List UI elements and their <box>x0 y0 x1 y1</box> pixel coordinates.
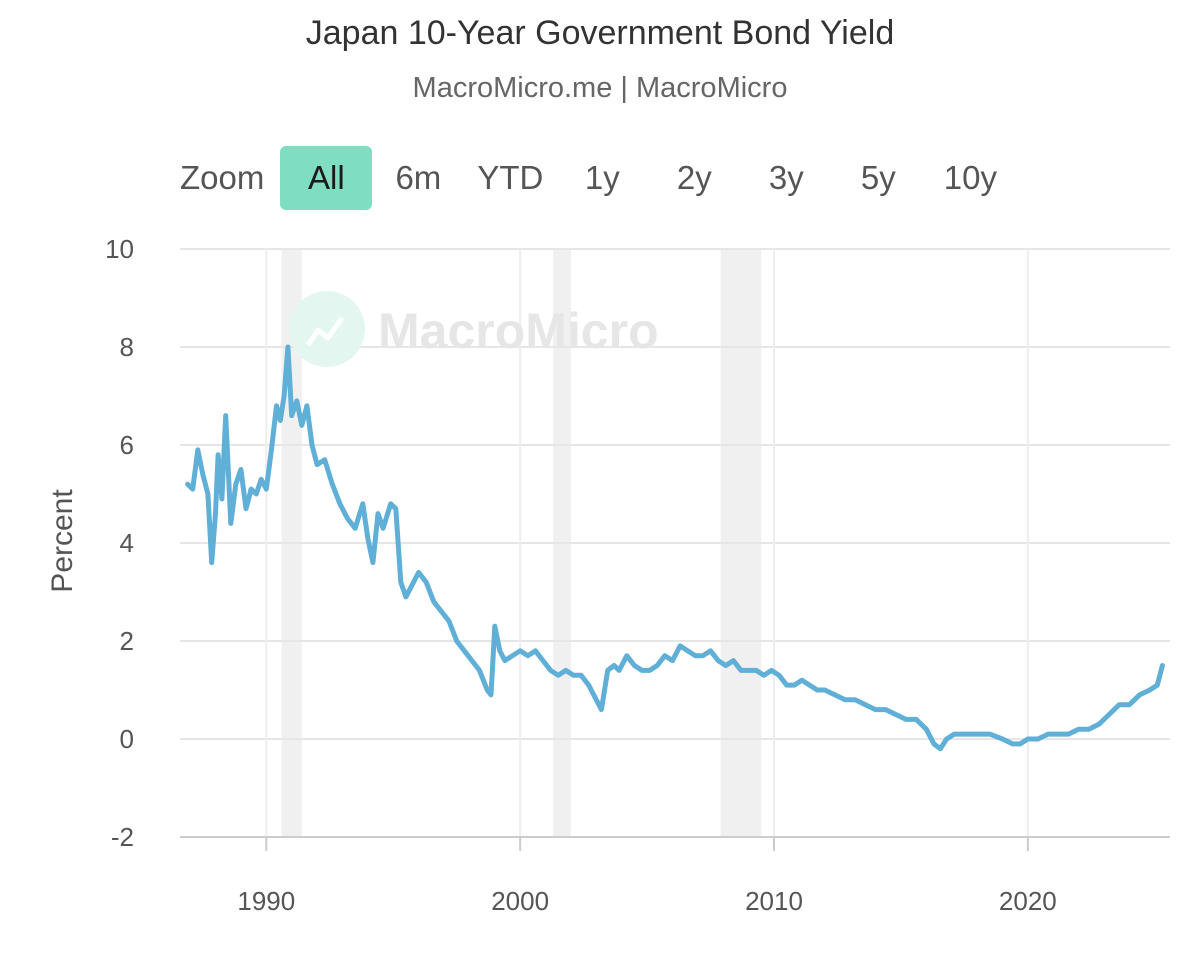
zoom-1y-button[interactable]: 1y <box>584 159 620 196</box>
y-tick-label: 0 <box>120 724 134 754</box>
gridlines <box>180 248 1170 837</box>
zoom-3y-button[interactable]: 3y <box>768 159 804 196</box>
y-axis-ticks: 10 8 6 4 2 0 -2 <box>105 234 134 852</box>
x-tick-label: 2020 <box>999 886 1057 916</box>
zoom-5y-button[interactable]: 5y <box>860 159 896 196</box>
zoom-ytd-button[interactable]: YTD <box>477 159 544 196</box>
y-tick-label: 8 <box>120 332 134 362</box>
chart-subtitle: MacroMicro.me | MacroMicro <box>412 72 788 104</box>
x-tick-label: 1990 <box>237 886 295 916</box>
y-tick-label: 6 <box>120 430 134 460</box>
zoom-2y-button[interactable]: 2y <box>676 159 712 196</box>
watermark-logo-icon <box>289 291 365 367</box>
zoom-10y-button[interactable]: 10y <box>943 159 997 196</box>
x-tick-label: 2010 <box>745 886 803 916</box>
y-tick-label: 2 <box>120 626 134 656</box>
zoom-bar: Zoom All 6m YTD 1y 2y 3y 5y 10y <box>180 146 1016 210</box>
y-tick-label: -2 <box>111 822 134 852</box>
watermark-text: MacroMicro <box>378 303 659 359</box>
zoom-all-button[interactable]: All <box>280 146 373 210</box>
y-tick-label: 4 <box>120 528 134 558</box>
watermark-chart-icon <box>305 316 345 347</box>
series-group <box>185 344 1165 752</box>
watermark: MacroMicro <box>289 291 659 367</box>
x-tick-label: 2000 <box>491 886 549 916</box>
series-line <box>185 344 1165 752</box>
chart-title: Japan 10-Year Government Bond Yield <box>305 14 895 52</box>
zoom-label: Zoom <box>180 159 265 196</box>
y-tick-label: 10 <box>105 234 134 264</box>
y-axis-title: Percent <box>46 489 79 593</box>
x-axis-ticks: 1990 2000 2010 2020 <box>237 837 1057 916</box>
zoom-6m-button[interactable]: 6m <box>395 159 442 196</box>
